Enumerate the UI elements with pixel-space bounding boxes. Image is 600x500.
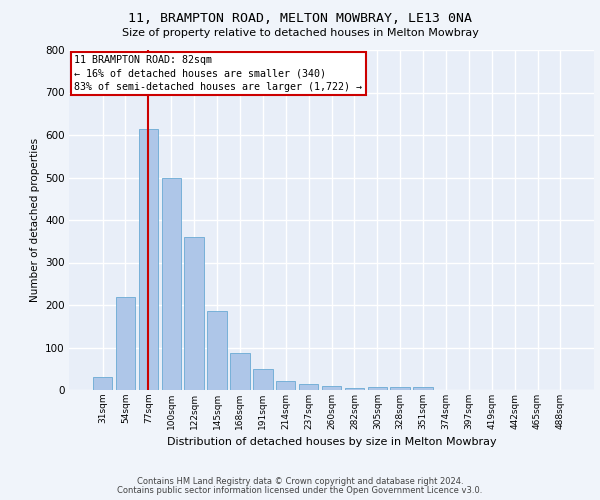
Bar <box>344 388 364 390</box>
Bar <box>184 237 204 390</box>
Bar <box>276 380 295 390</box>
Bar <box>391 386 410 390</box>
Bar <box>230 352 250 390</box>
Text: Contains HM Land Registry data © Crown copyright and database right 2024.: Contains HM Land Registry data © Crown c… <box>137 477 463 486</box>
Bar <box>208 312 227 390</box>
Bar <box>93 377 112 390</box>
Text: 11, BRAMPTON ROAD, MELTON MOWBRAY, LE13 0NA: 11, BRAMPTON ROAD, MELTON MOWBRAY, LE13 … <box>128 12 472 26</box>
Bar <box>322 386 341 390</box>
Bar <box>368 386 387 390</box>
Y-axis label: Number of detached properties: Number of detached properties <box>29 138 40 302</box>
Bar <box>161 178 181 390</box>
Bar <box>253 369 272 390</box>
Text: 11 BRAMPTON ROAD: 82sqm
← 16% of detached houses are smaller (340)
83% of semi-d: 11 BRAMPTON ROAD: 82sqm ← 16% of detache… <box>74 55 362 92</box>
Text: Contains public sector information licensed under the Open Government Licence v3: Contains public sector information licen… <box>118 486 482 495</box>
Bar <box>299 384 319 390</box>
Bar <box>139 128 158 390</box>
X-axis label: Distribution of detached houses by size in Melton Mowbray: Distribution of detached houses by size … <box>167 438 496 448</box>
Bar <box>116 296 135 390</box>
Bar <box>413 386 433 390</box>
Text: Size of property relative to detached houses in Melton Mowbray: Size of property relative to detached ho… <box>122 28 478 38</box>
